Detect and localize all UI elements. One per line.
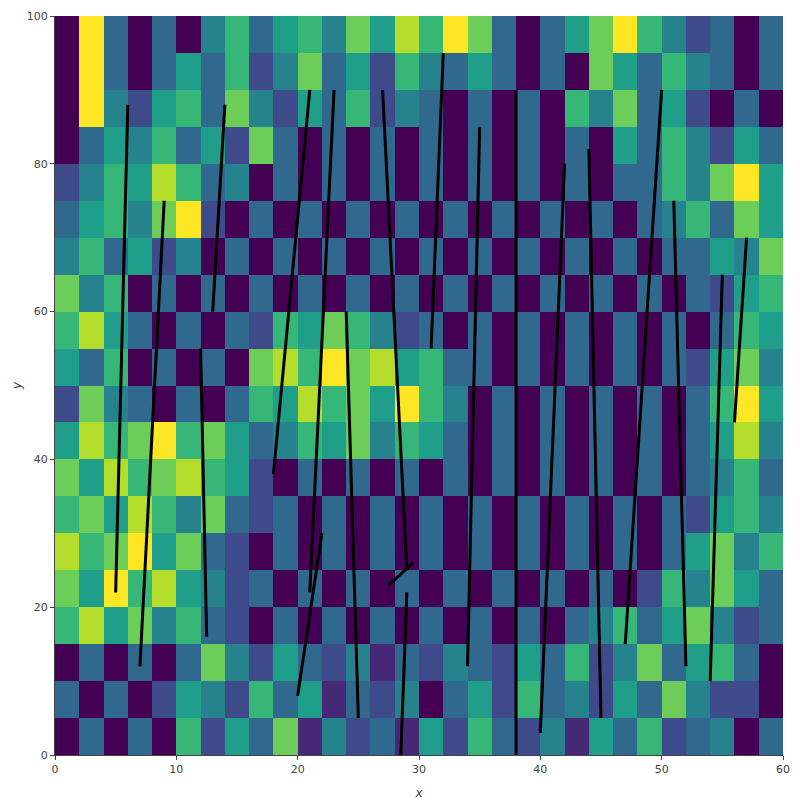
svg-text:20: 20	[34, 601, 48, 614]
svg-text:30: 30	[412, 763, 426, 776]
svg-text:x: x	[414, 786, 423, 800]
svg-text:100: 100	[27, 10, 48, 23]
svg-text:0: 0	[41, 749, 48, 762]
svg-text:40: 40	[533, 763, 547, 776]
svg-text:y: y	[10, 381, 24, 390]
svg-text:60: 60	[34, 305, 48, 318]
svg-text:60: 60	[776, 763, 790, 776]
svg-text:50: 50	[655, 763, 669, 776]
svg-text:10: 10	[169, 763, 183, 776]
svg-text:40: 40	[34, 453, 48, 466]
svg-text:0: 0	[52, 763, 59, 776]
svg-text:20: 20	[291, 763, 305, 776]
svg-text:80: 80	[34, 158, 48, 171]
